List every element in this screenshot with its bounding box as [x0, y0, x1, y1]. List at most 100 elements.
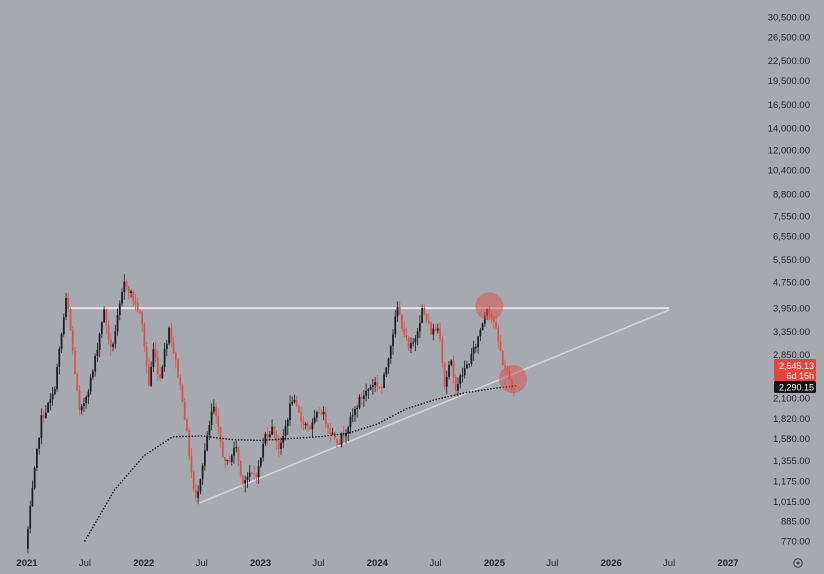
- candle: [401, 314, 403, 333]
- candle: [215, 402, 217, 424]
- candle: [477, 336, 480, 354]
- candle: [147, 357, 150, 387]
- candle: [275, 430, 278, 450]
- candle: [257, 460, 260, 484]
- candle: [291, 396, 294, 406]
- candle: [356, 404, 359, 418]
- candle: [354, 405, 356, 423]
- candle: [345, 429, 347, 444]
- y-axis-tick-label: 1,355.00: [773, 456, 810, 467]
- candle: [376, 374, 379, 392]
- candle: [430, 321, 432, 336]
- candle: [116, 308, 119, 336]
- candle: [286, 417, 289, 435]
- candle: [150, 361, 153, 387]
- candle: [427, 313, 430, 326]
- candle: [295, 395, 298, 408]
- candle: [67, 293, 70, 313]
- candle: [405, 327, 408, 342]
- candle: [36, 448, 38, 472]
- current-price-value: 2,645.13: [779, 361, 814, 371]
- candle: [320, 409, 323, 416]
- candle: [289, 395, 291, 426]
- candle: [44, 405, 47, 419]
- candle: [244, 475, 247, 493]
- candle: [177, 357, 179, 379]
- candle: [206, 431, 209, 452]
- candle: [466, 360, 468, 369]
- candle: [340, 432, 343, 448]
- candle: [49, 393, 52, 411]
- candle: [89, 373, 92, 395]
- support-trendline: [197, 309, 670, 505]
- candle: [374, 376, 377, 393]
- y-axis-tick-label: 1,175.00: [773, 476, 810, 487]
- candle: [40, 408, 43, 445]
- candle: [425, 313, 428, 324]
- candle: [123, 274, 126, 300]
- y-axis-tick-label: 6,550.00: [773, 232, 810, 243]
- candle: [224, 456, 226, 469]
- candle: [145, 342, 148, 374]
- candle: [365, 383, 368, 402]
- candle: [33, 466, 36, 490]
- candle: [179, 373, 182, 391]
- candle: [96, 342, 99, 362]
- candle: [268, 431, 271, 440]
- x-axis-tick-label: 2023: [250, 558, 271, 569]
- candle: [29, 500, 32, 534]
- candle: [107, 320, 110, 345]
- x-axis-tick-label: 2021: [16, 558, 38, 569]
- y-axis-tick-label: 3,350.00: [773, 327, 810, 338]
- candle: [130, 289, 132, 298]
- candle: [47, 401, 50, 413]
- moving-average-value-label: 2,290.15: [774, 381, 816, 393]
- y-axis-tick-label: 4,750.00: [773, 277, 810, 288]
- candle: [192, 470, 195, 493]
- candle: [85, 395, 88, 409]
- x-axis-tick-label: 2025: [484, 558, 506, 569]
- candle: [349, 412, 352, 434]
- candle: [83, 397, 85, 413]
- candle: [143, 321, 146, 353]
- candle: [448, 361, 450, 380]
- candle: [69, 306, 72, 332]
- candle: [168, 326, 170, 346]
- candle: [87, 389, 90, 404]
- candle: [237, 446, 240, 466]
- x-axis-tick-label: Jul: [663, 558, 675, 569]
- candle: [112, 342, 114, 352]
- y-axis-tick-label: 1,820.00: [773, 414, 810, 425]
- candle: [201, 463, 204, 485]
- candle: [474, 343, 477, 353]
- candle: [293, 394, 296, 404]
- candle: [410, 337, 412, 354]
- candle: [38, 437, 41, 455]
- candle: [457, 377, 459, 397]
- candle: [132, 289, 135, 307]
- candle: [327, 423, 329, 434]
- candle: [114, 324, 117, 349]
- candle: [172, 336, 175, 354]
- candle: [441, 335, 444, 368]
- gear-icon[interactable]: [793, 558, 803, 568]
- candle: [280, 437, 282, 455]
- candle: [58, 346, 61, 375]
- candle: [221, 436, 224, 458]
- candle: [94, 353, 97, 377]
- candle: [251, 471, 253, 475]
- candle: [197, 485, 200, 505]
- x-axis-tick-label: Jul: [312, 558, 324, 569]
- candle: [302, 416, 305, 431]
- candle: [74, 347, 76, 375]
- candle: [392, 329, 394, 355]
- candle: [468, 363, 471, 369]
- candle: [459, 373, 462, 389]
- candle: [125, 279, 128, 290]
- y-axis-tick-label: 14,000.00: [768, 123, 810, 134]
- candle: [76, 372, 79, 392]
- candle: [418, 315, 421, 338]
- candle: [383, 371, 385, 389]
